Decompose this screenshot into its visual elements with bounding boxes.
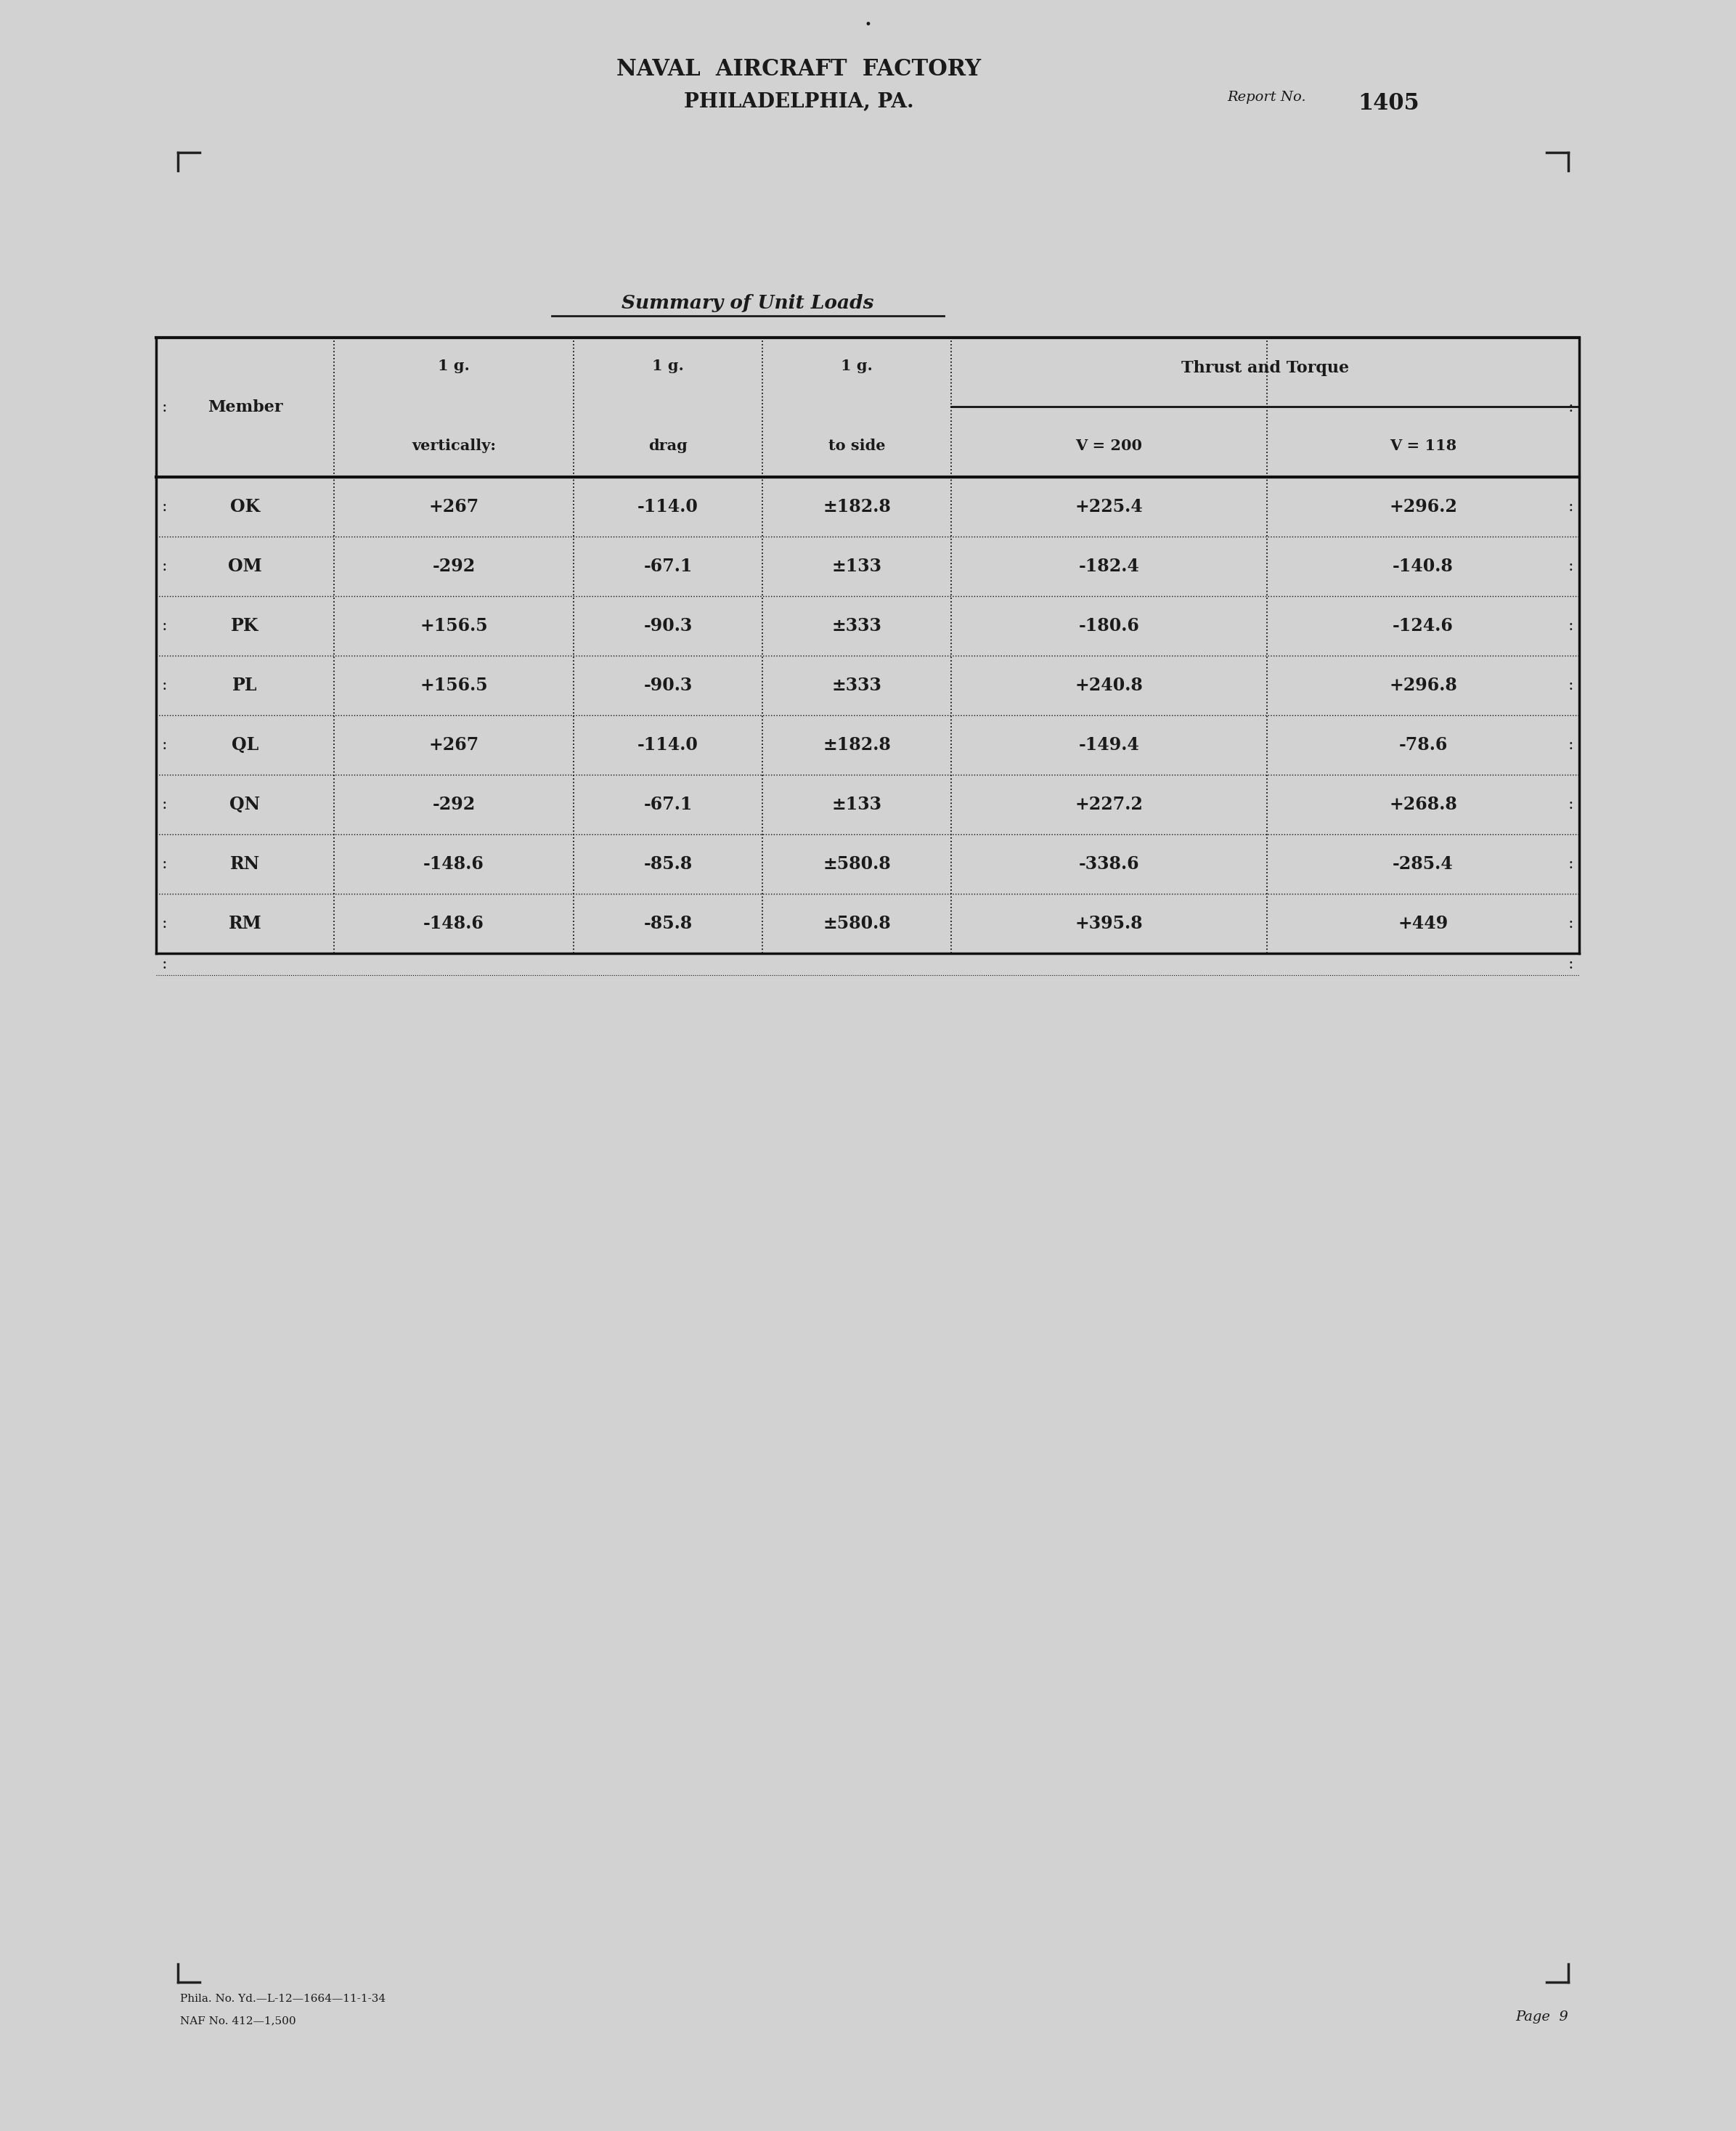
Text: :: :	[1568, 857, 1573, 872]
Text: -90.3: -90.3	[644, 678, 693, 695]
Text: 1 g.: 1 g.	[840, 358, 873, 373]
Text: :: :	[161, 678, 167, 693]
Text: +240.8: +240.8	[1075, 678, 1142, 695]
Text: -67.1: -67.1	[644, 795, 693, 814]
Text: :: :	[1568, 957, 1573, 972]
Text: ±182.8: ±182.8	[823, 735, 891, 754]
Text: +268.8: +268.8	[1389, 795, 1457, 814]
Text: NAVAL  AIRCRAFT  FACTORY: NAVAL AIRCRAFT FACTORY	[616, 58, 981, 81]
Text: 1 g.: 1 g.	[437, 358, 470, 373]
Text: ±333: ±333	[832, 678, 882, 695]
Text: -114.0: -114.0	[637, 735, 698, 754]
Text: -90.3: -90.3	[644, 618, 693, 635]
Text: :: :	[1568, 499, 1573, 516]
Text: :: :	[161, 618, 167, 633]
Text: -148.6: -148.6	[424, 855, 484, 874]
Text: Page  9: Page 9	[1516, 2010, 1568, 2024]
Text: :: :	[161, 797, 167, 812]
Text: :: :	[161, 499, 167, 516]
Text: PK: PK	[231, 618, 259, 635]
Text: -338.6: -338.6	[1078, 855, 1139, 874]
Text: :: :	[161, 737, 167, 752]
Text: QN: QN	[229, 795, 260, 814]
Text: drag: drag	[649, 439, 687, 452]
Text: -140.8: -140.8	[1392, 558, 1453, 575]
Text: :: :	[161, 957, 167, 972]
Text: +296.2: +296.2	[1389, 499, 1457, 516]
Text: RM: RM	[229, 914, 262, 931]
Text: +227.2: +227.2	[1075, 795, 1142, 814]
Text: PL: PL	[233, 678, 257, 695]
Text: -85.8: -85.8	[644, 914, 693, 931]
Text: QL: QL	[231, 735, 259, 754]
Text: PHILADELPHIA, PA.: PHILADELPHIA, PA.	[684, 92, 913, 111]
Text: -182.4: -182.4	[1078, 558, 1139, 575]
Text: +156.5: +156.5	[420, 678, 488, 695]
Text: Thrust and Torque: Thrust and Torque	[1180, 360, 1349, 377]
Text: -149.4: -149.4	[1078, 735, 1139, 754]
Text: -292: -292	[432, 558, 476, 575]
Text: +267: +267	[429, 735, 479, 754]
Text: :: :	[1568, 916, 1573, 931]
Text: ±580.8: ±580.8	[823, 855, 891, 874]
Text: •: •	[865, 19, 871, 32]
Text: Report No.: Report No.	[1227, 92, 1305, 104]
Text: Phila. No. Yd.—L-12—1664—11-1-34: Phila. No. Yd.—L-12—1664—11-1-34	[181, 1995, 385, 2003]
Text: -180.6: -180.6	[1078, 618, 1139, 635]
Text: -124.6: -124.6	[1392, 618, 1453, 635]
Text: -148.6: -148.6	[424, 914, 484, 931]
Text: 1405: 1405	[1358, 92, 1418, 115]
Text: OK: OK	[231, 499, 260, 516]
Text: +296.8: +296.8	[1389, 678, 1457, 695]
Text: -85.8: -85.8	[644, 855, 693, 874]
Text: :: :	[1568, 737, 1573, 752]
Text: ±133: ±133	[832, 558, 882, 575]
Text: +225.4: +225.4	[1075, 499, 1142, 516]
Text: +267: +267	[429, 499, 479, 516]
Text: +449: +449	[1397, 914, 1448, 931]
Text: :: :	[161, 916, 167, 931]
Text: :: :	[1568, 558, 1573, 575]
Text: RN: RN	[231, 855, 260, 874]
Text: vertically:: vertically:	[411, 439, 496, 452]
Text: -292: -292	[432, 795, 476, 814]
Text: -67.1: -67.1	[644, 558, 693, 575]
Text: to side: to side	[828, 439, 885, 452]
Text: -114.0: -114.0	[637, 499, 698, 516]
Text: :: :	[1568, 398, 1573, 416]
Text: :: :	[161, 857, 167, 872]
Text: -285.4: -285.4	[1392, 855, 1453, 874]
Text: +156.5: +156.5	[420, 618, 488, 635]
Text: 1 g.: 1 g.	[653, 358, 684, 373]
Text: :: :	[161, 398, 167, 416]
Text: ±182.8: ±182.8	[823, 499, 891, 516]
Text: -78.6: -78.6	[1399, 735, 1448, 754]
Text: NAF No. 412—1,500: NAF No. 412—1,500	[181, 2016, 295, 2027]
Text: +395.8: +395.8	[1075, 914, 1142, 931]
Text: ±333: ±333	[832, 618, 882, 635]
Text: :: :	[161, 558, 167, 575]
Text: :: :	[1568, 797, 1573, 812]
Text: V = 200: V = 200	[1076, 439, 1142, 452]
Text: ±580.8: ±580.8	[823, 914, 891, 931]
Text: ±133: ±133	[832, 795, 882, 814]
Text: :: :	[1568, 678, 1573, 693]
Text: Member: Member	[208, 398, 283, 416]
Text: :: :	[1568, 618, 1573, 633]
Text: OM: OM	[227, 558, 262, 575]
Text: V = 118: V = 118	[1389, 439, 1457, 452]
Text: Summary of Unit Loads: Summary of Unit Loads	[621, 294, 873, 313]
